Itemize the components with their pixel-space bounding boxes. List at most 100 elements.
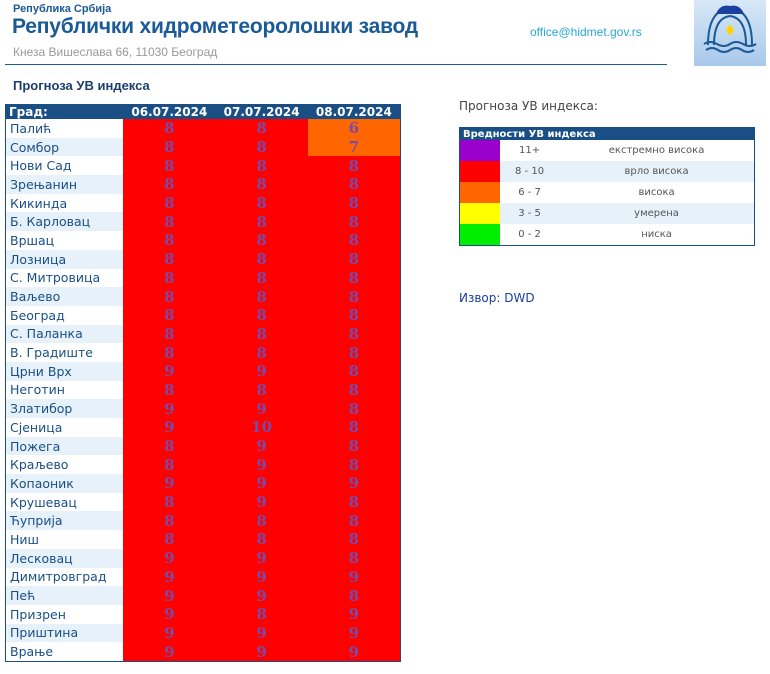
uv-legend-table: Вредности УВ индекса 11+ екстремно висока…: [459, 127, 755, 246]
legend-label: висока: [638, 187, 675, 198]
table-row: Пожега 8 9 8: [5, 436, 401, 456]
uv-value-cell: 8: [123, 156, 216, 176]
city-name: Копаоник: [5, 474, 124, 493]
uv-value-cell: 9: [123, 642, 216, 662]
city-name: Ваљево: [5, 287, 124, 306]
city-name: Црни Врх: [5, 361, 124, 381]
uv-value-cell: 9: [123, 623, 216, 643]
city-name: Краљево: [10, 457, 69, 473]
uv-value-cell: 9: [215, 474, 308, 493]
table-row: Крушевац 8 9 8: [6, 492, 401, 512]
uv-value-cell: 8: [215, 604, 308, 624]
uv-value-cell: 9: [123, 399, 216, 418]
uv-value-cell: 10: [215, 418, 308, 437]
city-name: С. Паланка: [5, 324, 124, 344]
legend-range: 8 - 10: [500, 161, 560, 182]
header-divider: [5, 64, 667, 65]
uv-value-cell: 8: [123, 324, 216, 344]
city-name: Крушевац: [10, 494, 77, 510]
date-column-header: 06.07.2024: [123, 104, 216, 119]
city-name: Лозница: [5, 249, 124, 269]
uv-value-cell: 8: [307, 380, 401, 400]
uv-value-cell: 7: [307, 137, 401, 157]
uv-value-cell: 9: [123, 474, 216, 493]
uv-forecast-table: Град: 06.07.2024 07.07.2024 08.07.2024 П…: [5, 104, 401, 662]
table-row: Вршац 8 8 8: [6, 231, 401, 250]
uv-value-cell: 8: [307, 305, 401, 325]
uv-value-cell: 8: [123, 455, 216, 475]
uv-value-cell: 8: [215, 156, 308, 176]
uv-value-cell: 8: [215, 287, 308, 306]
page-title: Прогноза УВ индекса: [13, 78, 150, 93]
uv-value-cell: 8: [215, 530, 308, 549]
table-row: Црни Врх 9 9 8: [5, 361, 401, 381]
uv-value-cell: 9: [123, 548, 216, 568]
table-row: Ћуприја 8 8 8: [5, 511, 401, 531]
city-name: Београд: [10, 307, 65, 323]
uv-value-cell: 6: [307, 119, 401, 138]
city-name: Призрен: [10, 606, 66, 622]
uv-value-cell: 8: [215, 343, 308, 362]
uv-value-cell: 9: [307, 623, 401, 643]
legend-range: 11+: [518, 145, 541, 156]
uv-value-cell: 8: [123, 511, 216, 531]
table-row: Нови Сад 8 8 8: [6, 156, 401, 176]
uv-value-cell: 8: [307, 511, 401, 531]
legend-row: 0 - 2 ниска: [459, 224, 755, 246]
uv-value-cell: 8: [215, 175, 308, 194]
city-name: Вршац: [10, 232, 55, 248]
uv-value-cell: 8: [123, 249, 216, 269]
city-name: Зрењанин: [5, 175, 124, 194]
uv-value-cell: 9: [307, 474, 401, 493]
city-name: Б. Карловац: [5, 212, 124, 232]
legend-row: 6 - 7 висока: [459, 182, 755, 203]
uv-value-cell: 8: [123, 231, 216, 250]
city-name: Врање: [10, 644, 54, 660]
table-row: Сјеница 9 10 8: [6, 418, 401, 437]
institution-title: Републички хидрометеоролошки завод: [12, 15, 419, 38]
legend-color-swatch: [459, 140, 500, 161]
email-link[interactable]: office@hidmet.gov.rs: [530, 25, 642, 39]
uv-value-cell: 8: [215, 119, 308, 138]
legend-range: 0 - 2: [518, 229, 541, 240]
uv-value-cell: 9: [307, 567, 401, 587]
table-row: Пећ 9 9 8: [5, 586, 401, 605]
legend-row: 3 - 5 умерена: [459, 203, 755, 224]
logo[interactable]: [694, 0, 766, 66]
uv-value-cell: 9: [123, 361, 216, 381]
city-name: Ниш: [10, 531, 39, 547]
table-row: Врање 9 9 9: [6, 642, 401, 662]
uv-value-cell: 8: [307, 343, 401, 362]
uv-value-cell: 8: [307, 249, 401, 269]
table-row: Копаоник 9 9 9: [5, 474, 401, 493]
uv-value-cell: 9: [215, 548, 308, 568]
legend-label: ниска: [641, 229, 672, 240]
table-row: Лозница 8 8 8: [5, 249, 401, 269]
uv-value-cell: 9: [215, 436, 308, 456]
legend-range: 3 - 5: [500, 203, 560, 224]
uv-value-cell: 8: [307, 324, 401, 344]
table-row: В. Градиште 8 8 8: [6, 343, 401, 362]
uv-value-cell: 8: [123, 436, 216, 456]
table-row: Призрен 9 8 9: [6, 604, 401, 624]
uv-value-cell: 8: [123, 193, 216, 213]
city-name: С. Митровица: [10, 270, 101, 286]
table-row: Ваљево 8 8 8: [5, 287, 401, 306]
table-row: Приштина 9 9 9: [5, 623, 401, 643]
uv-value-cell: 9: [215, 399, 308, 418]
uv-value-cell: 8: [307, 287, 401, 306]
table-row: Палић 8 8 6: [6, 119, 401, 138]
forecast-label: Прогноза УВ индекса:: [459, 99, 598, 113]
uv-value-cell: 8: [215, 212, 308, 232]
city-name: Неготин: [10, 382, 65, 398]
uv-value-cell: 8: [215, 324, 308, 344]
legend-row: 11+ екстремно висока: [459, 140, 755, 161]
table-row: Златибор 9 9 8: [5, 399, 401, 418]
city-name: Сјеница: [10, 419, 63, 435]
address: Кнеза Вишеслава 66, 11030 Београд: [13, 45, 218, 59]
legend-color-swatch: [459, 224, 500, 246]
uv-value-cell: 9: [215, 642, 308, 662]
table-row: Зрењанин 8 8 8: [5, 175, 401, 194]
city-name: Пећ: [5, 586, 124, 605]
uv-value-cell: 8: [307, 418, 401, 437]
